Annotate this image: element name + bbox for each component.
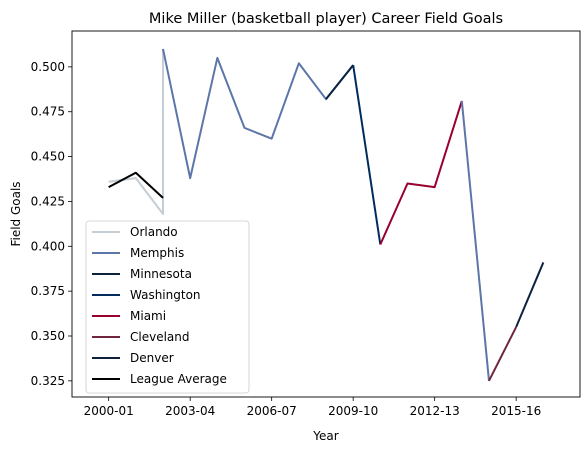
series-line-washington-3 <box>352 64 382 245</box>
y-tick-label: 0.450 <box>31 150 65 164</box>
legend-label: Minnesota <box>130 267 192 281</box>
y-tick-label: 0.400 <box>31 239 65 253</box>
legend-label: Denver <box>130 351 174 365</box>
y-tick-label: 0.350 <box>31 329 65 343</box>
x-tick-label: 2012-13 <box>410 404 460 418</box>
legend-label: League Average <box>130 372 227 386</box>
series-line-league-average-8 <box>108 171 164 199</box>
legend: Orlando Memphis Minnesota Washington Miami Cl… <box>85 220 250 394</box>
chart-title: Mike Miller (basketball player) Career F… <box>149 11 503 27</box>
y-tick-label: 0.375 <box>31 284 65 298</box>
series-line-memphis-5 <box>460 100 490 381</box>
y-tick-label: 0.425 <box>31 194 65 208</box>
y-tick-label: 0.325 <box>31 374 65 388</box>
legend-label: Miami <box>130 309 166 323</box>
legend-box <box>85 220 250 394</box>
x-tick-label: 2009-10 <box>328 404 378 418</box>
y-tick-label: 0.475 <box>31 105 65 119</box>
y-axis-label: Field Goals <box>9 181 23 246</box>
series-line-memphis-1 <box>162 48 354 180</box>
x-tick-label: 2003-04 <box>165 404 215 418</box>
plot-lines <box>108 48 545 382</box>
legend-label: Cleveland <box>130 330 190 344</box>
series-line-minnesota-2 <box>325 64 354 100</box>
x-axis: 2000-01 2003-04 2006-07 2009-10 2012-13 2015-… <box>84 397 541 418</box>
y-tick-label: 0.500 <box>31 60 65 74</box>
x-tick-label: 2000-01 <box>84 404 134 418</box>
x-tick-label: 2015-16 <box>491 404 541 418</box>
series-line-cleveland-6 <box>488 326 518 382</box>
x-tick-label: 2006-07 <box>247 404 297 418</box>
legend-label: Washington <box>130 288 201 302</box>
x-axis-label: Year <box>312 429 338 443</box>
y-axis: 0.325 0.350 0.375 0.400 0.425 0.450 0.475 0.500 <box>31 60 72 388</box>
legend-label: Memphis <box>130 246 184 260</box>
series-line-miami-4 <box>379 100 463 245</box>
plot-frame <box>71 30 581 398</box>
legend-label: Orlando <box>130 225 178 239</box>
series-line-denver-7 <box>515 262 545 328</box>
